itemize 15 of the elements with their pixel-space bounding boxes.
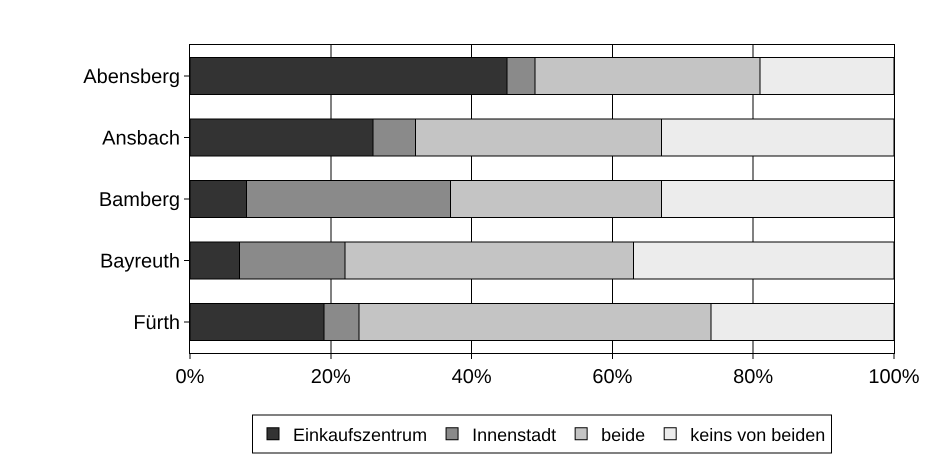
legend-label: keins von beiden	[690, 424, 826, 445]
legend-label: Einkaufszentrum	[293, 424, 428, 445]
y-tick-label: Abensberg	[83, 66, 180, 88]
y-tick-label: Bamberg	[98, 189, 180, 211]
legend-label: Innenstadt	[472, 424, 556, 445]
legend-label: beide	[601, 424, 646, 445]
y-tick-label: Ansbach	[102, 127, 180, 150]
x-tick-label: 100%	[868, 366, 920, 388]
y-tick-label: Bayreuth	[100, 250, 180, 273]
x-tick-label: 20%	[310, 366, 352, 388]
x-tick-label: 60%	[592, 366, 633, 388]
x-tick-label: 40%	[452, 366, 492, 388]
y-tick-label: Fürth	[133, 312, 180, 334]
x-tick-label: 80%	[733, 366, 774, 388]
x-tick-label: 0%	[176, 366, 205, 388]
